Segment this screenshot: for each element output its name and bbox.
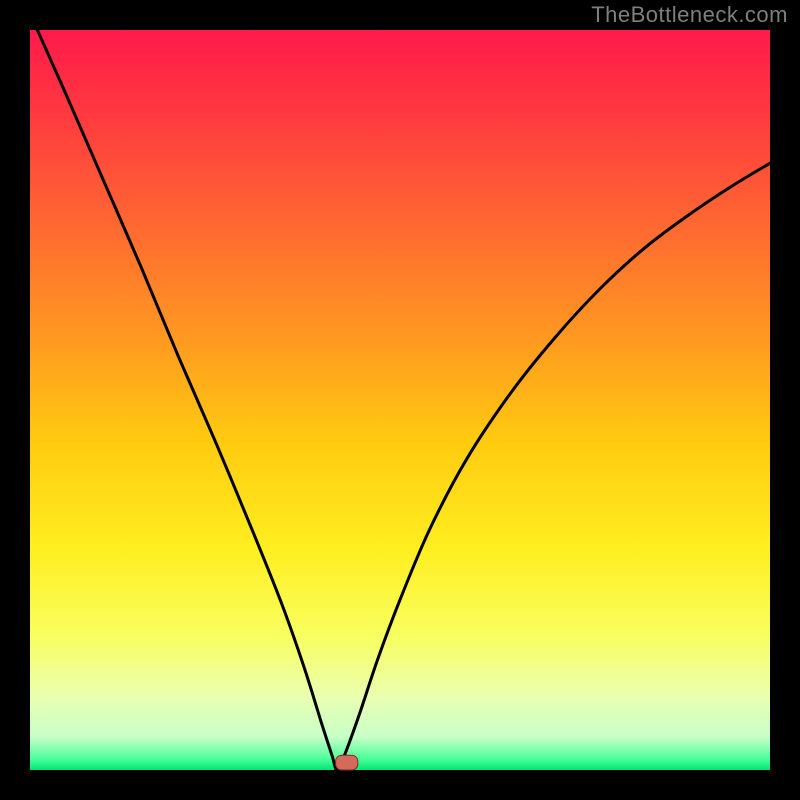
plot-gradient-background (30, 30, 770, 770)
chart-stage: TheBottleneck.com (0, 0, 800, 800)
watermark-text: TheBottleneck.com (591, 2, 788, 28)
